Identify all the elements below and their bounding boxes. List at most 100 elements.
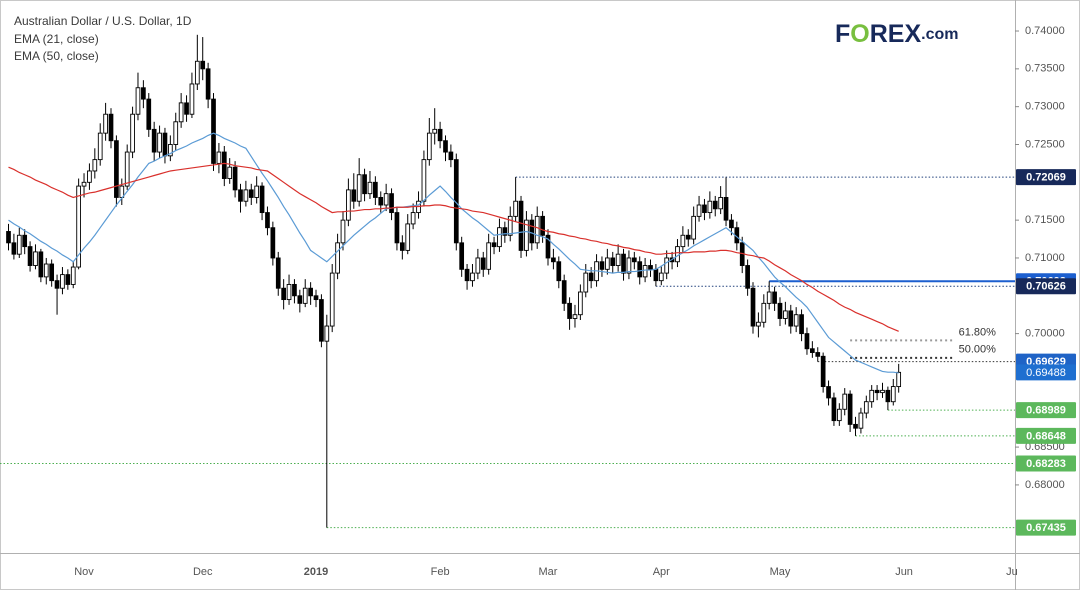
candle-body bbox=[810, 348, 815, 353]
candle-body bbox=[92, 159, 98, 172]
y-tick-label: 0.73000 bbox=[1025, 101, 1065, 113]
candle-body bbox=[761, 302, 767, 323]
candle-body bbox=[254, 185, 260, 198]
candle-body bbox=[275, 257, 281, 289]
candle-body bbox=[70, 266, 76, 285]
candle-body bbox=[362, 174, 367, 195]
chart-title: Australian Dollar / U.S. Dollar, 1D bbox=[14, 14, 192, 28]
candle-body bbox=[675, 246, 680, 263]
candle-body bbox=[621, 253, 626, 274]
candle-body bbox=[356, 174, 362, 202]
y-tick-label: 0.70000 bbox=[1025, 328, 1065, 340]
candle-body bbox=[178, 102, 184, 123]
candle-body bbox=[108, 113, 114, 142]
candle-body bbox=[297, 295, 303, 304]
candle-body bbox=[588, 272, 594, 282]
candle-body bbox=[443, 140, 448, 153]
candle-body bbox=[265, 212, 270, 229]
candle-body bbox=[426, 132, 432, 161]
candle-body bbox=[308, 287, 313, 297]
candle-body bbox=[432, 128, 438, 134]
candle-body bbox=[599, 261, 605, 270]
candle-body bbox=[718, 196, 723, 210]
candle-body bbox=[448, 151, 454, 161]
candle-body bbox=[141, 87, 146, 100]
candle-body bbox=[335, 242, 340, 274]
candle-body bbox=[421, 159, 427, 202]
candle-body bbox=[405, 223, 411, 251]
candle-body bbox=[556, 261, 562, 282]
candle-body bbox=[793, 314, 799, 327]
x-tick-label: Dec bbox=[193, 566, 213, 578]
candle-body bbox=[162, 132, 168, 157]
candle-body bbox=[637, 261, 643, 278]
y-tick-label: 0.71500 bbox=[1025, 214, 1065, 226]
candle-body bbox=[745, 265, 750, 289]
x-tick-label: Feb bbox=[431, 566, 450, 578]
candle-body bbox=[189, 83, 195, 115]
candle-body bbox=[658, 272, 664, 282]
candle-body bbox=[707, 200, 713, 214]
candle-body bbox=[211, 98, 216, 164]
x-tick-label: 2019 bbox=[304, 566, 328, 578]
candle-body bbox=[65, 274, 71, 285]
candle-body bbox=[319, 299, 324, 342]
candle-body bbox=[540, 215, 545, 236]
candle-body bbox=[167, 144, 173, 157]
candle-body bbox=[38, 251, 44, 278]
candle-body bbox=[378, 196, 384, 206]
candle-body bbox=[826, 386, 831, 399]
candle-body bbox=[200, 60, 206, 70]
legend-entry: EMA (50, close) bbox=[14, 49, 99, 63]
candle-body bbox=[27, 246, 33, 266]
candle-body bbox=[33, 251, 38, 266]
logo-part: O bbox=[850, 20, 869, 48]
legend-entry: EMA (21, close) bbox=[14, 32, 99, 46]
candle-body bbox=[54, 280, 60, 289]
candle-body bbox=[475, 257, 481, 274]
logo: FOREX.com bbox=[835, 20, 958, 48]
y-tick-label: 0.71000 bbox=[1025, 252, 1065, 264]
level-label-bg bbox=[1016, 169, 1076, 186]
candle-body bbox=[238, 189, 243, 202]
logo-part: .com bbox=[921, 26, 958, 43]
candle-body bbox=[631, 257, 637, 263]
candle-body bbox=[151, 128, 157, 153]
candle-body bbox=[653, 268, 659, 282]
candle-body bbox=[351, 189, 357, 202]
level-label: 0.67435 bbox=[1026, 522, 1066, 534]
candle-body bbox=[578, 291, 583, 316]
candle-body bbox=[766, 291, 772, 304]
y-tick-label: 0.68000 bbox=[1025, 479, 1065, 491]
candle-body bbox=[664, 257, 670, 274]
candle-body bbox=[81, 181, 87, 187]
level-label-bg bbox=[1016, 278, 1076, 295]
candle-body bbox=[890, 386, 896, 403]
candle-body bbox=[545, 234, 551, 259]
candle-body bbox=[367, 181, 373, 195]
candle-body bbox=[286, 283, 292, 301]
candle-body bbox=[302, 287, 308, 304]
candle-body bbox=[529, 219, 535, 244]
level-label: 0.68283 bbox=[1026, 458, 1066, 470]
candle-body bbox=[783, 310, 788, 319]
candle-body bbox=[518, 200, 524, 251]
candle-body bbox=[292, 283, 297, 297]
candle-body bbox=[502, 227, 508, 236]
candle-body bbox=[49, 263, 55, 282]
candle-body bbox=[399, 242, 405, 251]
candle-body bbox=[756, 321, 761, 327]
candle-body bbox=[804, 333, 810, 350]
candle-body bbox=[486, 242, 492, 270]
candle-body bbox=[157, 132, 162, 153]
candle-body bbox=[6, 231, 11, 244]
fib-label: 61.80% bbox=[959, 326, 997, 338]
candle-body bbox=[346, 189, 351, 221]
candle-body bbox=[842, 393, 848, 410]
last-price-bg bbox=[1016, 364, 1076, 381]
candle-body bbox=[831, 397, 837, 422]
y-tick-label: 0.74000 bbox=[1025, 25, 1065, 37]
candle-body bbox=[470, 272, 475, 282]
candle-body bbox=[373, 181, 378, 198]
